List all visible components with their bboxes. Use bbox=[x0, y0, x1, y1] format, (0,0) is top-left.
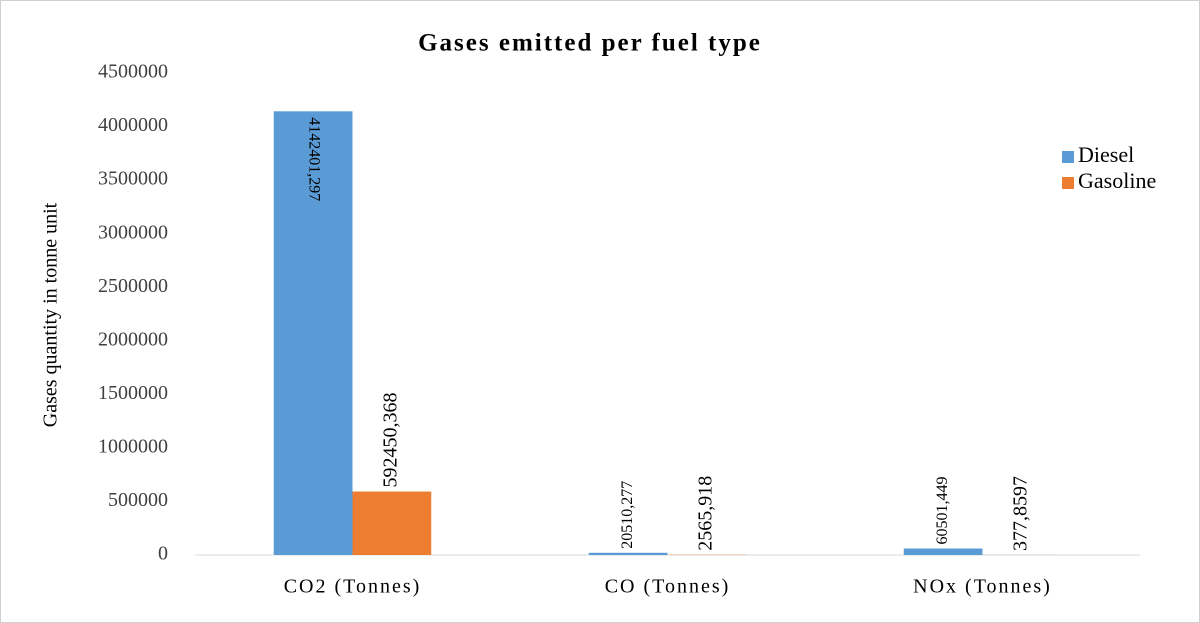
legend-swatch bbox=[1062, 151, 1074, 163]
data-label: 4142401,297 bbox=[305, 117, 322, 201]
y-tick-label: 500000 bbox=[108, 489, 168, 511]
bar bbox=[273, 111, 353, 555]
legend-label: Diesel bbox=[1078, 142, 1134, 167]
data-label: 377,8597 bbox=[1009, 476, 1031, 551]
y-tick-label: 4000000 bbox=[98, 114, 168, 136]
data-label: 592450,368 bbox=[379, 393, 401, 488]
data-label: 20510,277 bbox=[619, 481, 636, 549]
y-tick-label: 3500000 bbox=[98, 168, 168, 190]
data-label: 60501,449 bbox=[934, 477, 951, 545]
bar bbox=[903, 548, 983, 555]
y-tick-label: 2000000 bbox=[98, 328, 168, 350]
y-tick-label: 3000000 bbox=[98, 221, 168, 243]
x-tick-label: CO (Tonnes) bbox=[605, 576, 731, 598]
chart-title: Gases emitted per fuel type bbox=[418, 30, 762, 57]
x-tick-label: CO2 (Tonnes) bbox=[284, 576, 422, 598]
x-tick-label: NOx (Tonnes) bbox=[913, 576, 1052, 598]
bar bbox=[352, 491, 432, 555]
y-tick-label: 0 bbox=[158, 543, 168, 565]
data-label: 2565,918 bbox=[694, 476, 716, 551]
y-tick-label: 2500000 bbox=[98, 275, 168, 297]
y-tick-label: 1000000 bbox=[98, 435, 168, 457]
y-tick-label: 4500000 bbox=[98, 61, 168, 83]
legend-label: Gasoline bbox=[1078, 168, 1156, 193]
bar bbox=[588, 552, 668, 555]
legend-swatch bbox=[1062, 177, 1074, 189]
y-tick-label: 1500000 bbox=[98, 382, 168, 404]
y-axis-label: Gases quantity in tonne unit bbox=[40, 202, 62, 427]
